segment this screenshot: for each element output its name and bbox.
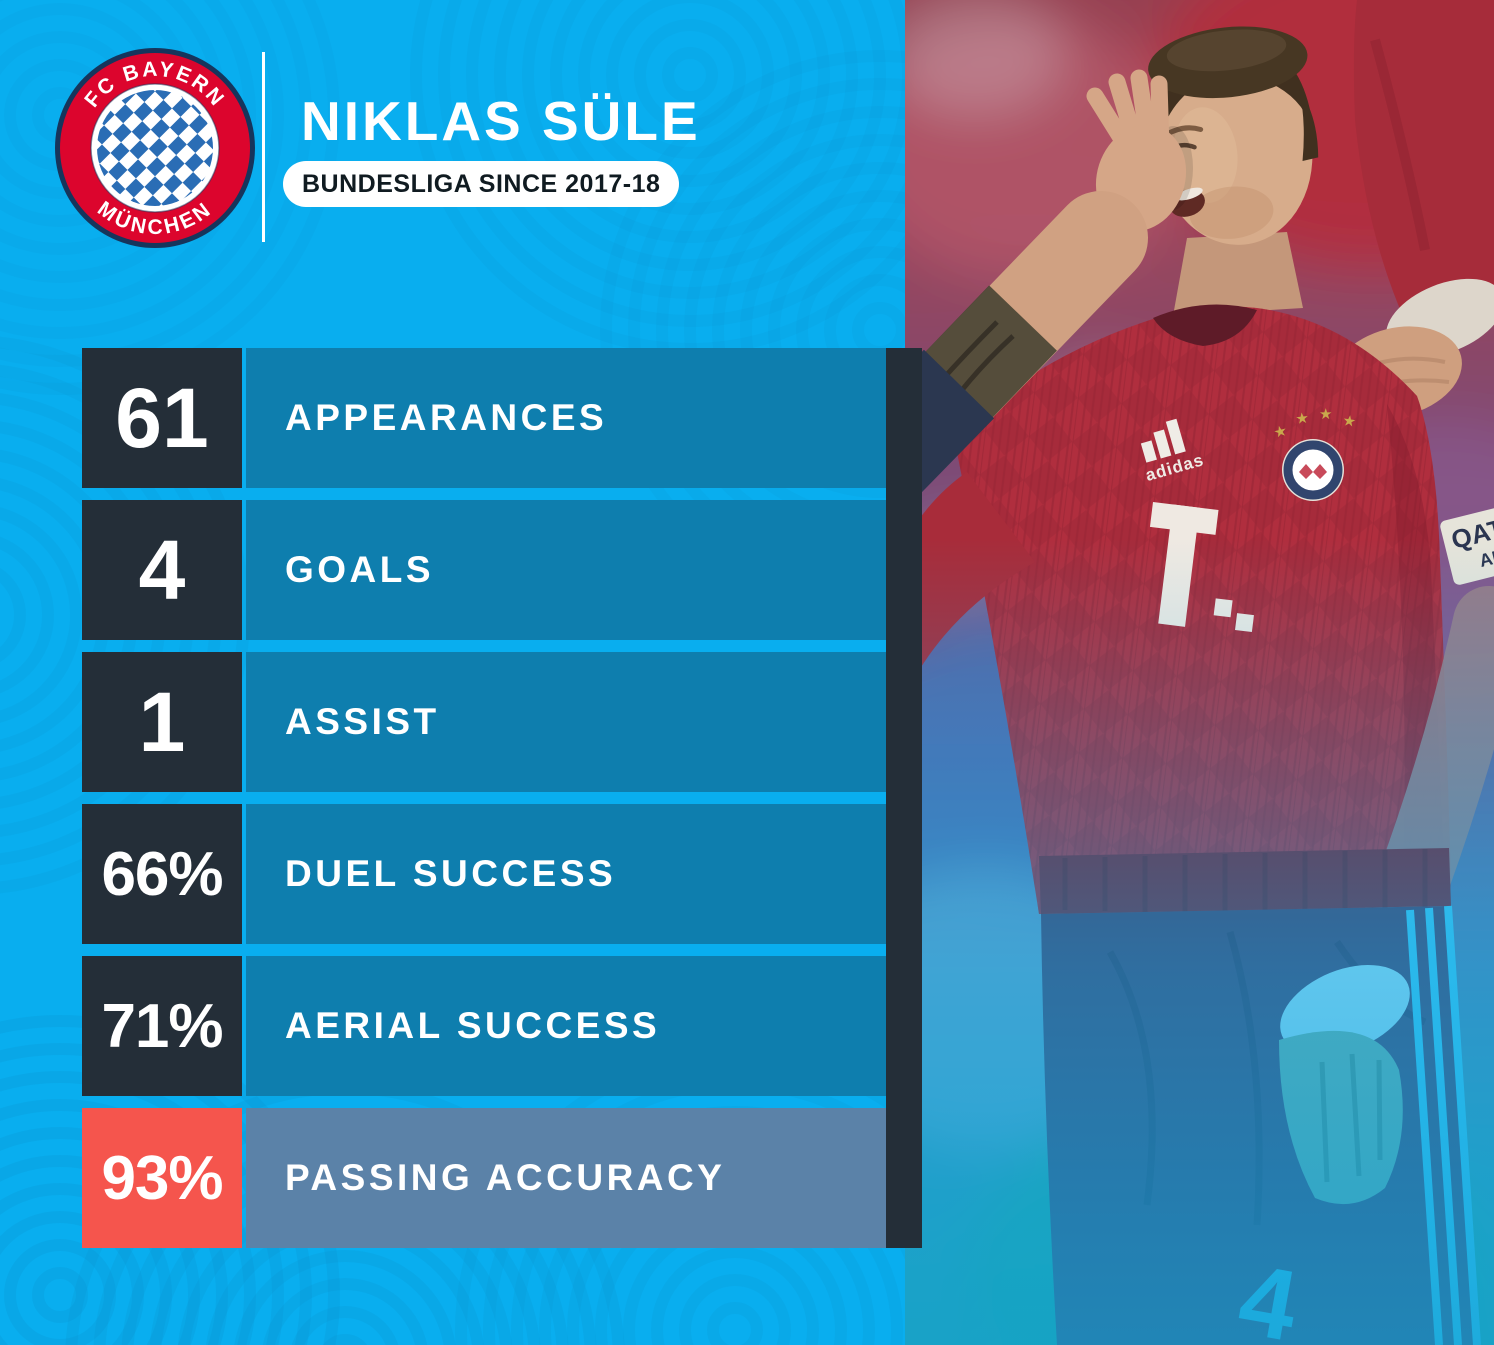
stats-rows: 61 APPEARANCES 4 GOALS 1 ASSIST 66% DUEL… <box>82 348 886 1248</box>
stat-label: AERIAL SUCCESS <box>285 1005 661 1046</box>
stat-row: 4 GOALS <box>82 500 886 640</box>
stat-row: 66% DUEL SUCCESS <box>82 804 886 944</box>
stat-value: 71% <box>82 956 242 1096</box>
stat-label-bar: PASSING ACCURACY <box>246 1108 886 1248</box>
stat-row: 93% PASSING ACCURACY <box>82 1108 886 1248</box>
cyan-overlay <box>905 0 1494 1345</box>
stat-label: APPEARANCES <box>285 397 608 438</box>
stat-label-bar: DUEL SUCCESS <box>246 804 886 944</box>
stats-side-strip <box>886 348 922 1248</box>
player-photo: adidas ★ ★ ★ ★ <box>905 0 1494 1345</box>
stat-label-bar: APPEARANCES <box>246 348 886 488</box>
stat-label-bar: ASSIST <box>246 652 886 792</box>
stat-row: 61 APPEARANCES <box>82 348 886 488</box>
competition-badge: BUNDESLIGA SINCE 2017-18 <box>283 161 680 207</box>
player-name-title: NIKLAS SÜLE <box>301 90 701 152</box>
stat-value: 66% <box>82 804 242 944</box>
stat-value: 93% <box>82 1108 242 1248</box>
competition-badge-label: BUNDESLIGA SINCE 2017-18 <box>302 169 661 198</box>
stat-label-bar: AERIAL SUCCESS <box>246 956 886 1096</box>
stats-panel: 61 APPEARANCES 4 GOALS 1 ASSIST 66% DUEL… <box>82 348 922 1248</box>
stat-value: 61 <box>82 348 242 488</box>
stat-row: 1 ASSIST <box>82 652 886 792</box>
stat-row: 71% AERIAL SUCCESS <box>82 956 886 1096</box>
stat-value: 4 <box>82 500 242 640</box>
header-divider <box>262 52 265 242</box>
stat-label: PASSING ACCURACY <box>285 1157 726 1198</box>
stat-label-bar: GOALS <box>246 500 886 640</box>
stat-label: DUEL SUCCESS <box>285 853 617 894</box>
stat-label: ASSIST <box>285 701 440 742</box>
stat-value: 1 <box>82 652 242 792</box>
stat-label: GOALS <box>285 549 435 590</box>
fc-bayern-logo: FC BAYERN MÜNCHEN <box>55 48 255 248</box>
